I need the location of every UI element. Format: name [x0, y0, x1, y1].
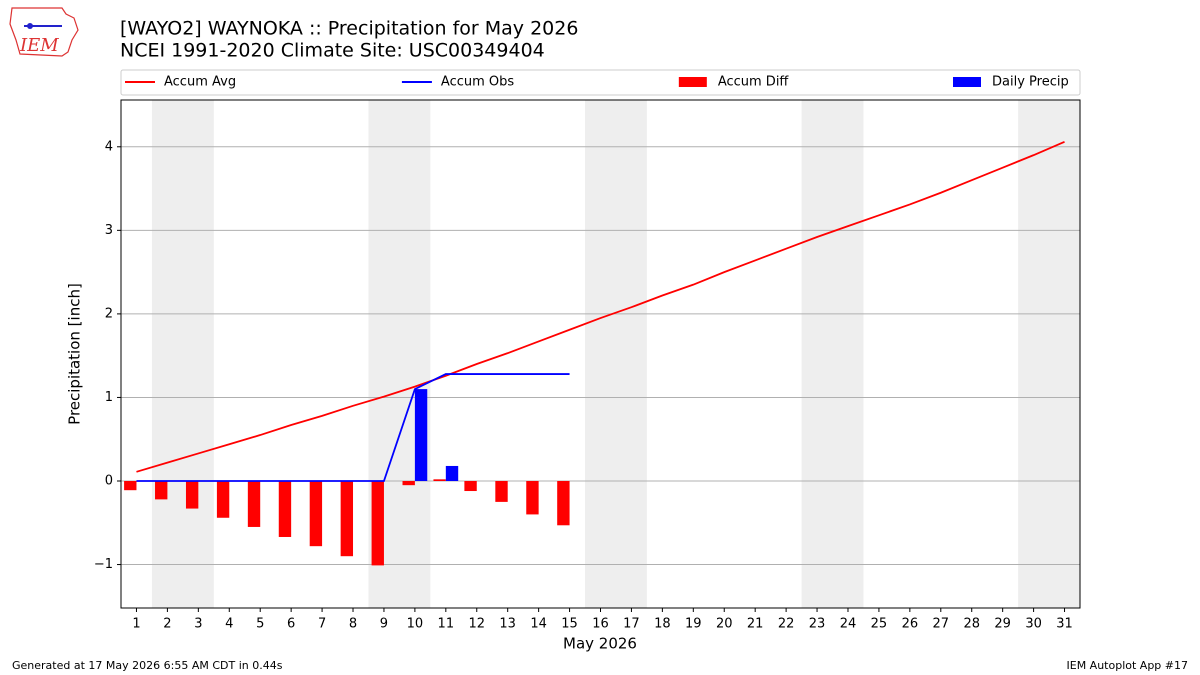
footer-left: Generated at 17 May 2026 6:55 AM CDT in … [12, 659, 283, 672]
plot-frame [120, 99, 1081, 609]
x-tick-label: 14 [530, 617, 547, 632]
x-tick-label: 24 [840, 617, 857, 632]
line [136, 140, 1065, 473]
footer-right: IEM Autoplot App #17 [1067, 659, 1189, 672]
x-tick-label: 25 [871, 617, 888, 632]
bar [247, 481, 261, 527]
bar [433, 479, 446, 481]
bar [216, 481, 230, 518]
chart-subtitle: NCEI 1991-2020 Climate Site: USC00349404 [120, 40, 545, 62]
y-axis-label: Precipitation [inch] [66, 283, 84, 425]
x-tick-label: 26 [902, 617, 919, 632]
x-tick-label: 2 [163, 617, 171, 632]
x-tick-label: 12 [468, 617, 485, 632]
bar [526, 481, 539, 515]
x-tick-label: 6 [287, 617, 295, 632]
x-tick-label: 8 [349, 617, 357, 632]
x-tick-label: 21 [747, 617, 764, 632]
weekend-shade [1018, 100, 1080, 608]
bar [371, 481, 384, 566]
bar [278, 481, 292, 537]
y-tick-label: 4 [105, 139, 113, 154]
legend-label: Accum Diff [718, 75, 790, 90]
y-tick-label: 0 [105, 474, 113, 489]
bar [495, 481, 508, 502]
chart-title: [WAYO2] WAYNOKA :: Precipitation for May… [120, 18, 578, 40]
legend-swatch [953, 77, 981, 87]
x-tick-label: 20 [716, 617, 733, 632]
x-tick-label: 22 [778, 617, 795, 632]
legend-box [120, 69, 1081, 96]
logo-text: IEM [19, 35, 59, 56]
logo-outline [9, 7, 79, 57]
x-tick-label: 18 [654, 617, 671, 632]
x-tick-label: 23 [809, 617, 826, 632]
weekend-shade [151, 100, 214, 608]
x-tick-label: 4 [225, 617, 233, 632]
x-tick-label: 3 [194, 617, 202, 632]
bar [124, 481, 137, 491]
legend-swatch [678, 77, 707, 87]
bar [340, 481, 354, 557]
legend-label: Daily Precip [992, 75, 1069, 90]
x-tick-label: 10 [407, 617, 424, 632]
y-tick-label: 2 [105, 306, 113, 321]
x-tick-label: 5 [256, 617, 264, 632]
bar [414, 389, 428, 481]
logo-mark [27, 23, 33, 29]
x-tick-label: 29 [994, 617, 1011, 632]
y-tick-label: 3 [105, 223, 113, 238]
legend-label: Accum Obs [441, 75, 514, 90]
x-tick-label: 7 [318, 617, 326, 632]
y-tick-label: −1 [94, 557, 113, 572]
weekend-shade [585, 100, 647, 608]
x-tick-label: 9 [380, 617, 388, 632]
x-tick-label: 31 [1056, 617, 1073, 632]
x-tick-label: 30 [1025, 617, 1042, 632]
bar [402, 481, 415, 486]
x-axis-label: May 2026 [563, 635, 637, 653]
x-tick-label: 17 [623, 617, 640, 632]
x-tick-label: 27 [933, 617, 950, 632]
bar [464, 481, 477, 492]
bar [185, 481, 199, 509]
bar [309, 481, 323, 547]
x-tick-label: 28 [963, 617, 980, 632]
bar [445, 465, 459, 481]
x-tick-label: 1 [132, 617, 140, 632]
weekend-shade [801, 100, 864, 608]
bar [557, 481, 570, 526]
bar [155, 481, 168, 500]
logo: IEM [9, 7, 79, 57]
x-tick-label: 13 [499, 617, 516, 632]
x-tick-label: 11 [438, 617, 455, 632]
x-tick-label: 16 [592, 617, 609, 632]
y-tick-label: 1 [105, 390, 113, 405]
x-tick-label: 15 [561, 617, 578, 632]
line [136, 373, 570, 482]
legend-label: Accum Avg [164, 75, 236, 90]
x-tick-label: 19 [685, 617, 702, 632]
